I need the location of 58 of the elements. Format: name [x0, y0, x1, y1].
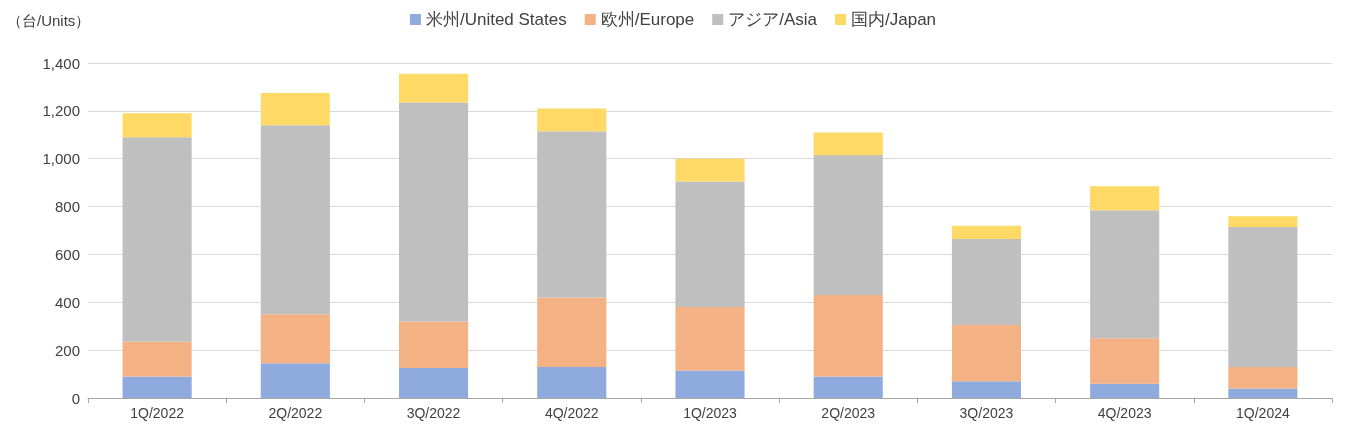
bar — [675, 307, 745, 371]
x-tick-label: 1Q/2022 — [130, 405, 185, 421]
x-tick-label: 2Q/2022 — [268, 405, 323, 421]
legend-label: 国内/Japan — [851, 10, 937, 29]
y-tick-label: 400 — [54, 293, 80, 311]
bar — [260, 314, 330, 364]
bar — [813, 132, 883, 156]
bar — [675, 370, 745, 398]
bar — [260, 92, 330, 126]
bar — [1090, 186, 1160, 211]
x-tick-label: 4Q/2022 — [544, 405, 599, 421]
bar — [813, 376, 883, 398]
x-tick-label: 3Q/2023 — [959, 405, 1014, 421]
bar — [260, 363, 330, 398]
bar — [122, 376, 192, 398]
bar — [1090, 210, 1160, 339]
bar — [1228, 388, 1298, 398]
bar — [537, 366, 607, 398]
bar — [951, 238, 1021, 326]
bar — [1228, 216, 1298, 227]
bar — [122, 113, 192, 138]
legend-label: アジア/Asia — [728, 10, 818, 29]
x-tick-label: 1Q/2024 — [1236, 405, 1290, 421]
bar — [951, 381, 1021, 398]
bar — [1090, 383, 1160, 398]
bar — [951, 225, 1021, 239]
bar — [537, 297, 607, 367]
bar — [813, 155, 883, 296]
legend-label: 米州/United States — [425, 10, 567, 29]
bar — [1228, 366, 1298, 389]
y-tick-label: 0 — [71, 389, 80, 407]
bar — [399, 321, 469, 369]
legend-label: 欧州/Europe — [600, 10, 695, 29]
y-tick-label: 600 — [54, 245, 80, 263]
bar — [399, 73, 469, 103]
bar — [122, 137, 192, 342]
bar — [1090, 338, 1160, 384]
y-axis-title: （台/Units） — [7, 12, 91, 29]
x-tick-label: 2Q/2023 — [821, 405, 876, 421]
bar — [537, 108, 607, 132]
bar — [399, 102, 469, 322]
y-tick-label: 1,200 — [42, 102, 80, 120]
bar — [675, 181, 745, 308]
y-tick-label: 1,400 — [42, 54, 80, 72]
bar — [1228, 226, 1298, 367]
bar — [260, 125, 330, 315]
y-tick-label: 200 — [54, 341, 80, 359]
x-tick-label: 3Q/2022 — [406, 405, 461, 421]
x-tick-label: 1Q/2023 — [683, 405, 738, 421]
bar — [675, 158, 745, 182]
bar — [813, 295, 883, 377]
y-tick-label: 1,000 — [42, 150, 80, 168]
bar — [537, 131, 607, 298]
bar — [122, 341, 192, 377]
x-tick-label: 4Q/2023 — [1097, 405, 1152, 421]
y-tick-label: 800 — [54, 198, 80, 216]
bar — [399, 368, 469, 398]
bar — [951, 325, 1021, 382]
